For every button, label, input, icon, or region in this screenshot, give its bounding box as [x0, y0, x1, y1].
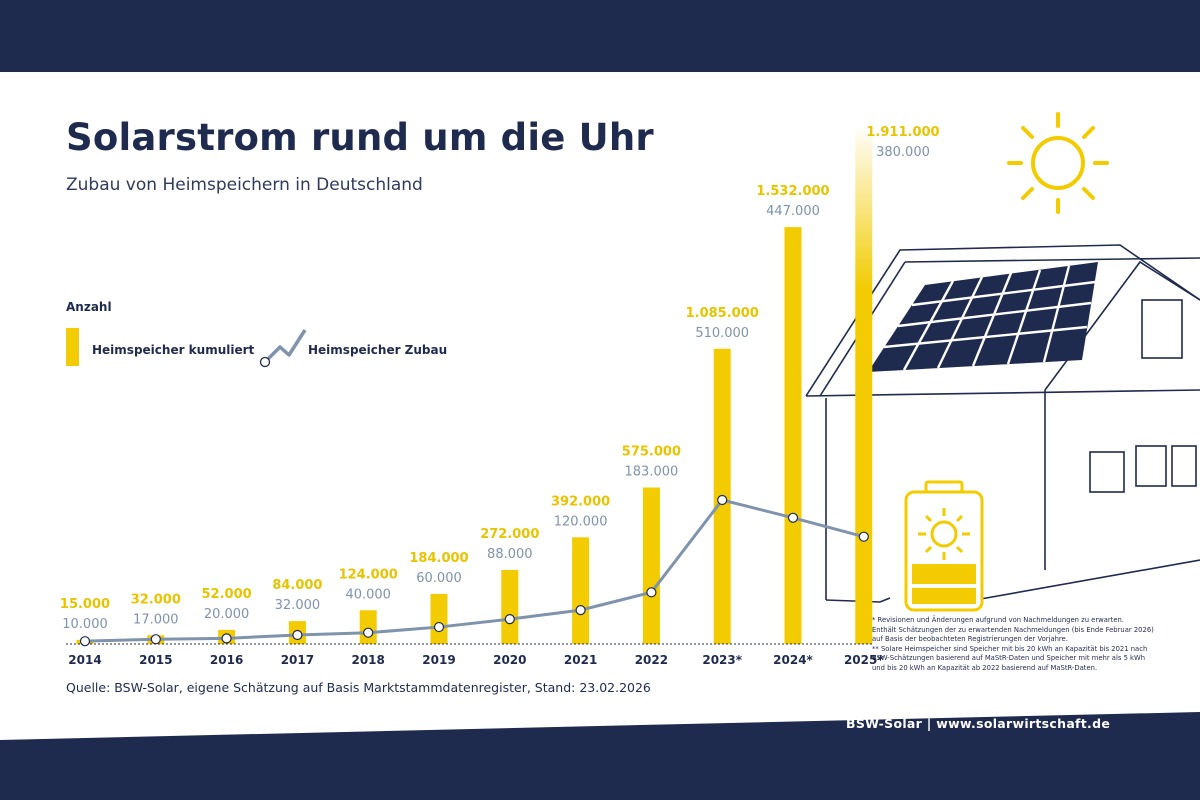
annual-value-label: 32.000: [275, 598, 321, 613]
annual-value-label: 10.000: [62, 617, 108, 632]
footnote-line: * Revisionen und Änderungen aufgrund von…: [872, 616, 1124, 624]
annual-value-label: 60.000: [416, 571, 462, 586]
annual-value-label: 40.000: [345, 587, 391, 602]
legend-bar-label: Heimspeicher kumuliert: [92, 343, 255, 357]
x-tick-label: 2017: [281, 653, 314, 667]
cumulative-value-label: 575.000: [622, 445, 681, 460]
cumulative-value-label: 1.911.000: [866, 125, 939, 140]
x-tick-label: 2024*: [773, 653, 813, 667]
brand-footer: BSW-Solar | www.solarwirtschaft.de: [846, 716, 1111, 731]
annual-value-label: 380.000: [876, 145, 930, 160]
series-line-zubau: [84, 498, 865, 643]
footnote-line: ** Solare Heimspeicher sind Speicher mit…: [872, 644, 1148, 653]
cumulative-value-label: 52.000: [202, 587, 252, 602]
bar-2022: [642, 487, 660, 644]
legend-line-swatch: [259, 329, 307, 368]
line-point: [363, 627, 374, 638]
cumulative-value-label: 1.085.000: [686, 306, 759, 321]
cumulative-value-label: 84.000: [272, 578, 322, 593]
cumulative-value-label: 392.000: [551, 494, 610, 509]
x-tick-label: 2014: [68, 653, 101, 667]
battery-sun-icon: [904, 480, 984, 612]
footnote-line: auf Basis der beobachteten Registrierung…: [872, 635, 1068, 644]
bar-2018: [359, 610, 377, 644]
line-point: [858, 531, 869, 542]
bar-2024: [784, 227, 802, 644]
line-point: [221, 633, 232, 644]
bar-2021: [572, 537, 590, 644]
line-point: [79, 636, 91, 647]
cumulative-value-label: 184.000: [409, 551, 468, 566]
page-subtitle: Zubau von Heimspeichern in Deutschland: [66, 175, 423, 195]
x-tick-label: 2023*: [702, 653, 742, 667]
x-tick-label: 2015: [139, 653, 172, 667]
source-note: Quelle: BSW-Solar, eigene Schätzung auf …: [66, 680, 651, 695]
sun-icon: [1007, 112, 1109, 214]
x-tick-label: 2021: [564, 653, 597, 667]
legend-heading: Anzahl: [66, 300, 112, 314]
annual-value-label: 120.000: [554, 514, 608, 529]
footnote-line: Enthält Schätzungen der zu erwartenden N…: [872, 625, 1154, 634]
footnote-line: und bis 20 kWh an Kapazität ab 2022 basi…: [872, 663, 1098, 672]
page-title: Solarstrom rund um die Uhr: [66, 116, 654, 159]
x-tick-label: 2022: [635, 653, 668, 667]
line-point: [717, 494, 728, 506]
footnote-line: BSW-Schätzungen basierend auf MaStR-Date…: [872, 654, 1146, 663]
cumulative-value-label: 32.000: [131, 592, 181, 607]
line-point: [787, 512, 799, 523]
bar-2020: [501, 569, 519, 644]
line-point: [575, 605, 586, 616]
cumulative-value-label: 272.000: [480, 527, 539, 542]
line-point: [504, 614, 515, 625]
line-point: [150, 634, 161, 645]
x-tick-label: 2025*: [844, 653, 884, 667]
line-point: [292, 629, 303, 641]
cumulative-value-label: 15.000: [60, 597, 110, 612]
legend-line-label: Heimspeicher Zubau: [308, 343, 448, 357]
line-point: [646, 587, 657, 598]
annual-value-label: 447.000: [766, 204, 820, 219]
x-tick-label: 2016: [210, 653, 243, 667]
bar-2025: [855, 124, 873, 644]
cumulative-value-label: 124.000: [339, 567, 398, 582]
annual-value-label: 20.000: [204, 607, 250, 622]
x-tick-label: 2020: [493, 653, 526, 667]
x-tick-label: 2019: [422, 653, 455, 667]
x-tick-label: 2018: [351, 653, 384, 667]
annual-value-label: 183.000: [625, 465, 679, 480]
annual-value-label: 88.000: [487, 547, 533, 562]
bar-2019: [430, 593, 448, 644]
footnotes: * Revisionen und Änderungen aufgrund von…: [872, 616, 1172, 674]
legend-bar-swatch: [66, 328, 79, 366]
annual-value-label: 510.000: [695, 326, 749, 341]
annual-value-label: 17.000: [133, 612, 179, 627]
cumulative-value-label: 1.532.000: [756, 184, 829, 199]
line-point: [433, 621, 445, 633]
